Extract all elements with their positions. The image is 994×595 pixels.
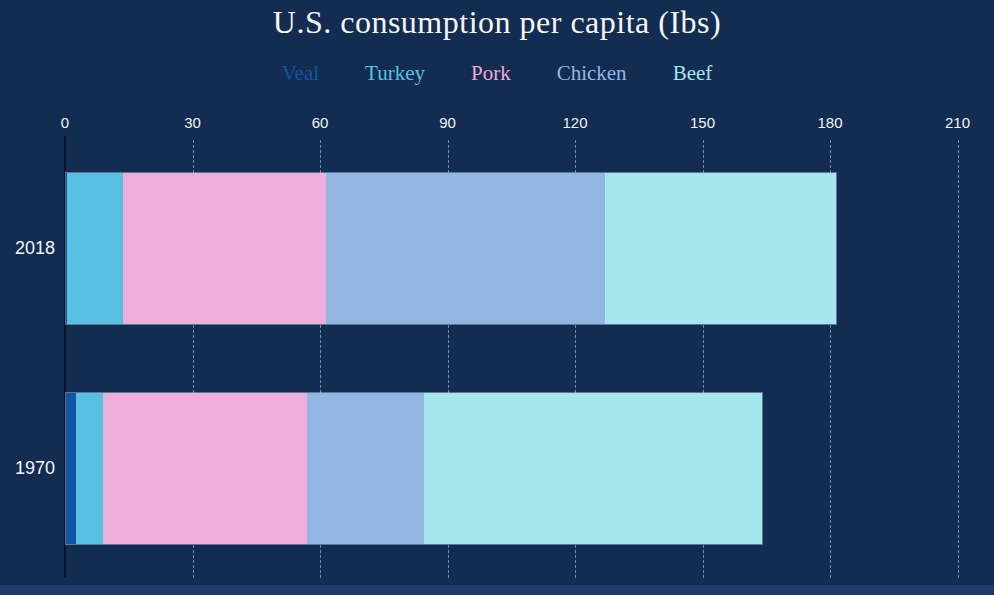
bar-segment-1970-chicken bbox=[307, 393, 423, 544]
bottom-strip bbox=[0, 585, 994, 595]
bar-segment-2018-pork bbox=[123, 173, 326, 324]
bar-segment-1970-turkey bbox=[76, 393, 103, 544]
x-tick-120: 120 bbox=[562, 114, 587, 131]
bar-segment-2018-beef bbox=[605, 173, 836, 324]
legend-item-chicken[interactable]: Chicken bbox=[557, 61, 627, 86]
x-tick-0: 0 bbox=[61, 114, 69, 131]
bar-segment-1970-veal bbox=[66, 393, 76, 544]
bar-segment-1970-pork bbox=[103, 393, 307, 544]
x-tick-30: 30 bbox=[184, 114, 201, 131]
bar-segment-2018-turkey bbox=[67, 173, 122, 324]
legend: Veal Turkey Pork Chicken Beef bbox=[0, 61, 994, 86]
legend-item-turkey[interactable]: Turkey bbox=[365, 61, 425, 86]
page-title: U.S. consumption per capita (Ibs) bbox=[0, 4, 994, 41]
bar-segment-1970-beef bbox=[424, 393, 762, 544]
x-tick-180: 180 bbox=[817, 114, 842, 131]
bar-2018 bbox=[65, 172, 837, 325]
category-label-2018: 2018 bbox=[0, 237, 55, 258]
legend-item-beef[interactable]: Beef bbox=[673, 61, 713, 86]
x-tick-210: 210 bbox=[945, 114, 970, 131]
bar-segment-2018-chicken bbox=[326, 173, 605, 324]
x-tick-90: 90 bbox=[439, 114, 456, 131]
x-tick-150: 150 bbox=[690, 114, 715, 131]
gridline-210 bbox=[958, 140, 959, 578]
plot-area: 0306090120150180210 bbox=[65, 140, 994, 578]
chart-window: U.S. consumption per capita (Ibs) Veal Tu… bbox=[0, 0, 994, 595]
category-label-1970: 1970 bbox=[0, 457, 55, 478]
x-tick-60: 60 bbox=[312, 114, 329, 131]
legend-item-veal[interactable]: Veal bbox=[282, 61, 319, 86]
bar-1970 bbox=[65, 392, 763, 545]
legend-item-pork[interactable]: Pork bbox=[471, 61, 511, 86]
